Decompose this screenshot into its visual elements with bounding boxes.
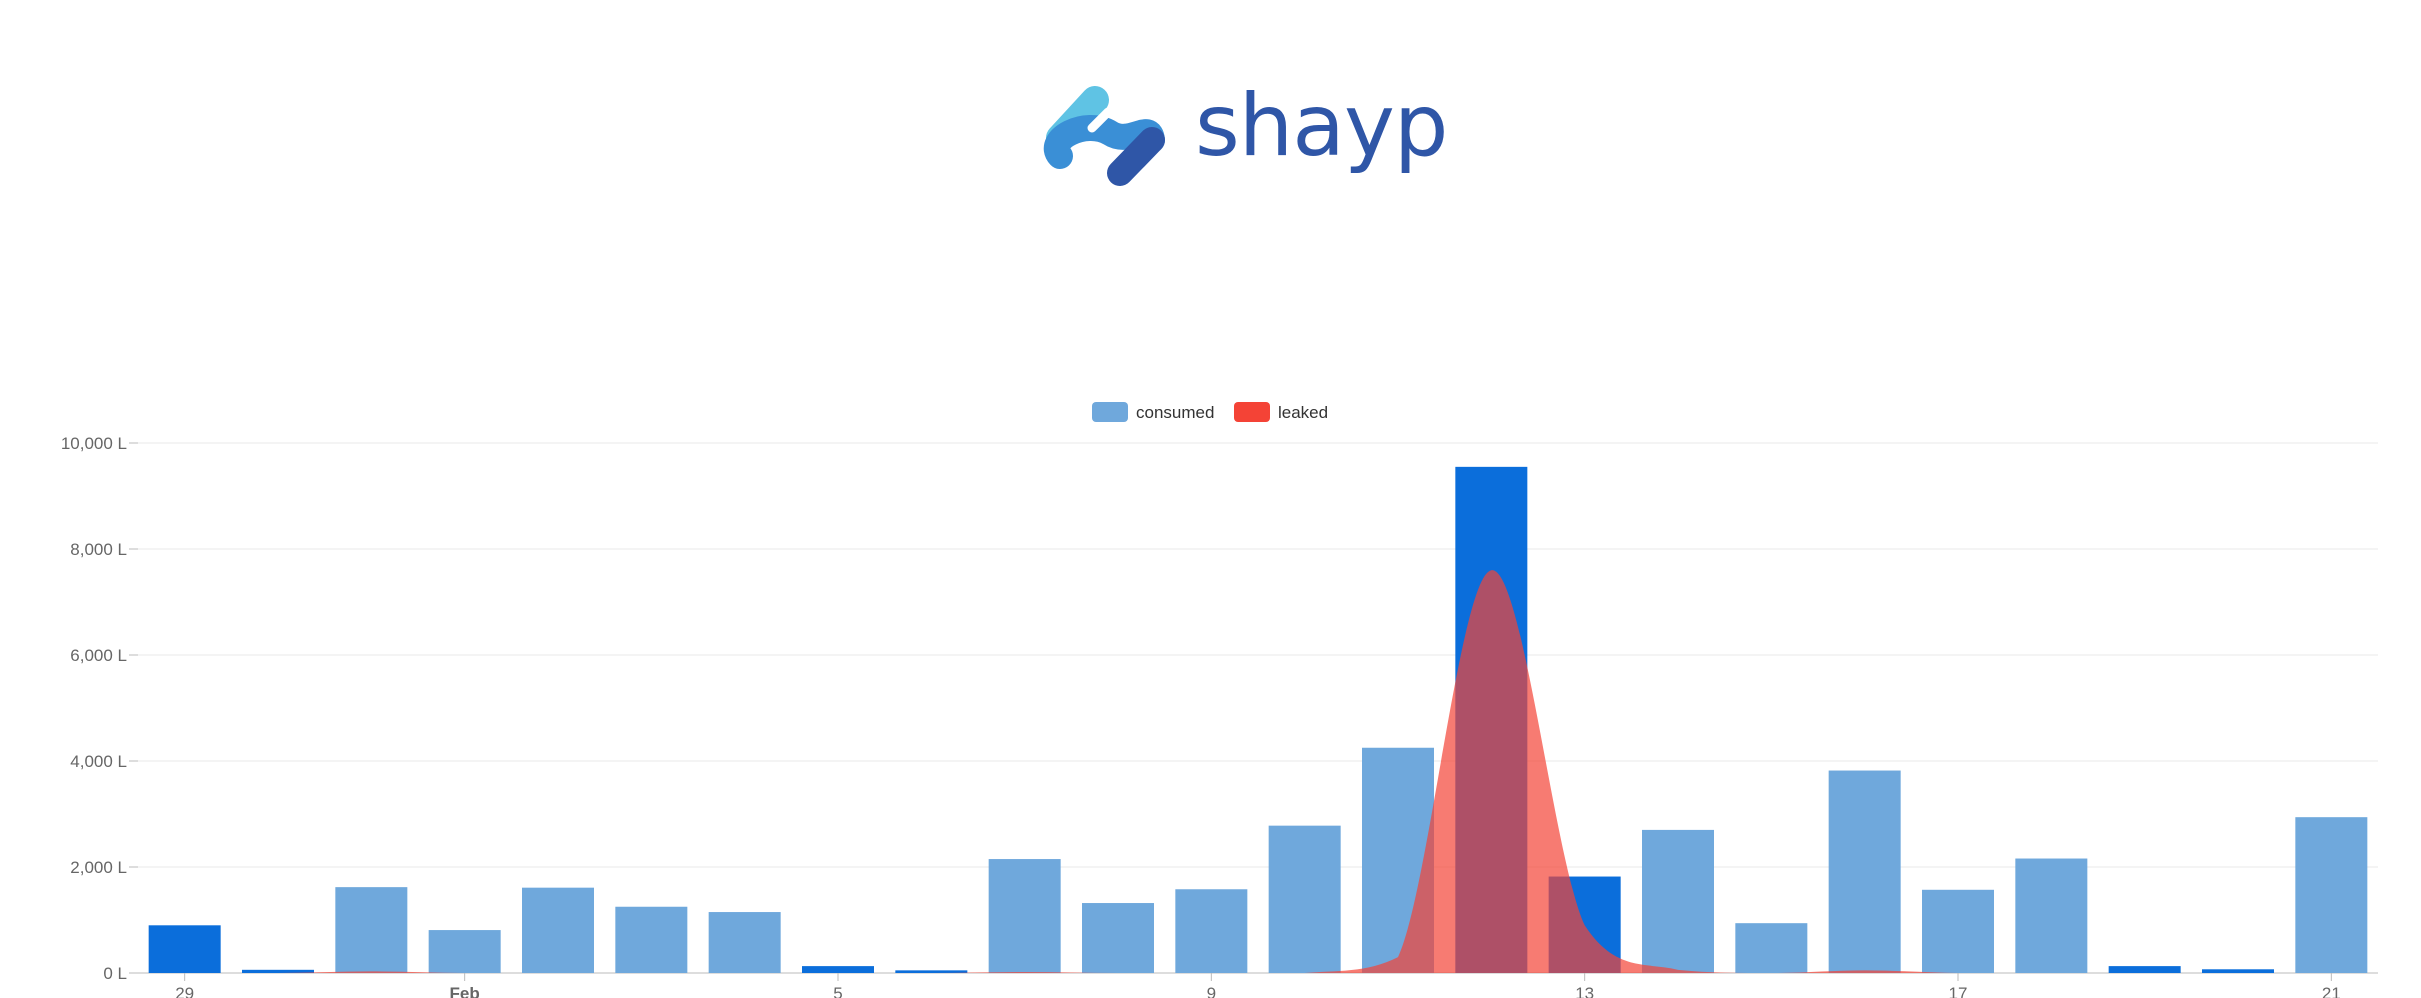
legend-swatch-leaked [1234,402,1270,422]
consumed-bar [1268,825,1341,973]
x-tick-label: 17 [1949,984,1968,998]
x-tick-label: 9 [1207,984,1216,998]
y-tick-label: 6,000 L [70,646,127,665]
consumed-bar [2108,966,2181,973]
x-tick-label: 21 [2322,984,2341,998]
consumed-bar [335,887,408,973]
y-tick-label: 4,000 L [70,752,127,771]
y-tick-label: 0 L [103,964,127,983]
consumed-bar [1175,889,1248,973]
x-tick-label: Feb [450,984,480,998]
y-tick-label: 2,000 L [70,858,127,877]
consumed-bar [708,912,781,973]
consumed-bar [802,966,874,973]
consumed-bar [1828,770,1901,973]
consumed-bar [895,970,968,973]
consumed-bar [1735,923,1808,973]
consumed-bar [615,906,688,973]
x-tick-label: 29 [175,984,194,998]
x-tick-label: 13 [1575,984,1594,998]
consumed-bar [148,925,221,973]
shayp-logo-icon [1044,86,1165,186]
chart-svg: 0 L 2,000 L 4,000 L 6,000 L 8,000 L 10,000 L 2… [61,402,2378,998]
consumed-bar [1922,889,1994,973]
consumed-bar [1642,829,1714,973]
y-tick-label: 8,000 L [70,540,127,559]
legend-label-leaked: leaked [1278,403,1328,422]
legend-label-consumed: consumed [1136,403,1214,422]
y-tick-label: 10,000 L [61,434,127,453]
brand-logo: shayp [1040,78,1448,188]
x-tick-label: 5 [833,984,842,998]
consumption-chart: 0 L 2,000 L 4,000 L 6,000 L 8,000 L 10,000 L 2… [0,390,2421,998]
consumed-bar [522,887,594,973]
legend-swatch-consumed [1092,402,1128,422]
consumed-bar [428,930,501,973]
consumed-bar [1082,903,1154,973]
consumed-bar [2295,817,2368,973]
consumed-bar [988,859,1061,973]
consumed-bar [242,969,314,973]
brand-name: shayp [1195,76,1448,176]
consumed-bar [2202,969,2274,973]
consumed-bar [2015,858,2088,973]
